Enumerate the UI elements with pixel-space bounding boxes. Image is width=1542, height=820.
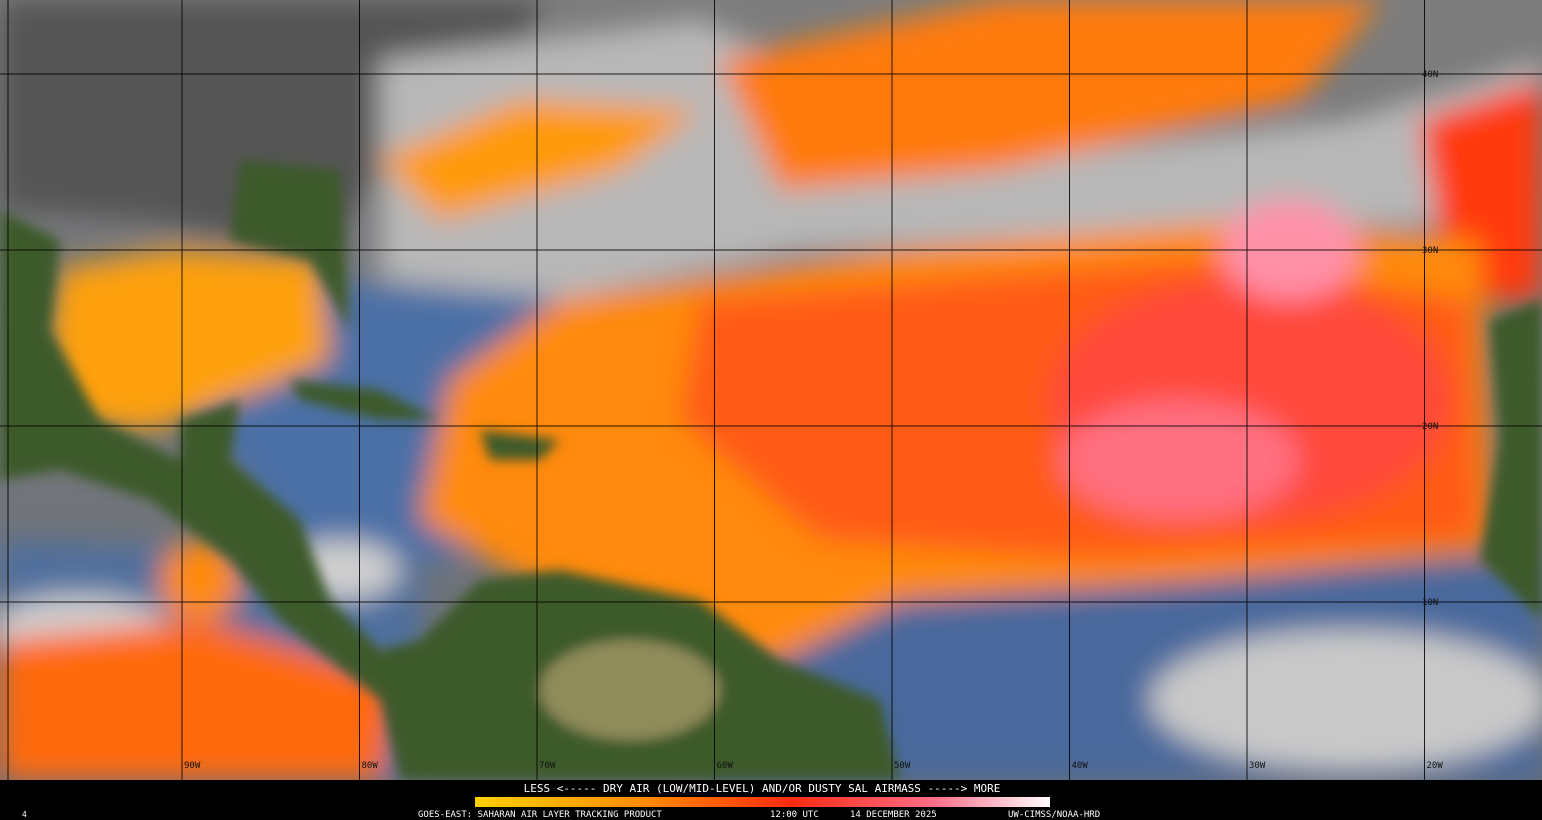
longitude-label: 40W — [1072, 761, 1089, 771]
longitude-label: 90W — [184, 761, 201, 771]
latitude-label: 10N — [1422, 598, 1438, 608]
latitude-label: 40N — [1422, 70, 1438, 80]
sal-max — [1060, 400, 1300, 520]
land-africa — [1480, 300, 1542, 620]
land-florida — [230, 160, 350, 330]
time: 12:00 UTC — [770, 810, 819, 820]
longitude-label: 20W — [1427, 761, 1444, 771]
legend-text: LESS <----- DRY AIR (LOW/MID-LEVEL) AND/… — [524, 782, 1001, 795]
land — [0, 160, 1542, 780]
frame-number: 4 — [22, 810, 27, 819]
graticule-labels: 40N 30N 20N 10N 90W 80W 70W 60W 50W 40W 30W 20W — [184, 70, 1443, 771]
longitude-label: 70W — [539, 761, 556, 771]
imagery: 40N 30N 20N 10N 90W 80W 70W 60W 50W 40W 30W 20W — [0, 0, 1542, 780]
graticule — [0, 0, 1542, 780]
longitude-label: 50W — [894, 761, 911, 771]
land-cuba — [290, 380, 440, 420]
sal-sw — [0, 620, 400, 780]
layers — [0, 0, 1542, 780]
legend-gradient — [475, 797, 1050, 807]
credit: UW-CIMSS/NOAA-HRD — [1008, 810, 1100, 820]
product-name: GOES-EAST: SAHARAN AIR LAYER TRACKING PR… — [418, 810, 662, 820]
longitude-label: 30W — [1249, 761, 1266, 771]
sal-sw — [160, 540, 240, 620]
sal-north — [720, 0, 1380, 190]
clouds — [1150, 630, 1542, 770]
date: 14 DECEMBER 2025 — [850, 810, 937, 820]
latitude-label: 20N — [1422, 422, 1438, 432]
latitude-label: 30N — [1422, 246, 1438, 256]
sal-north — [380, 100, 700, 220]
land-green — [0, 210, 900, 780]
land-hispaniola — [480, 430, 560, 460]
land-arid — [540, 640, 720, 740]
sal-gulf — [50, 250, 330, 430]
longitude-label: 60W — [717, 761, 734, 771]
longitude-label: 80W — [362, 761, 379, 771]
